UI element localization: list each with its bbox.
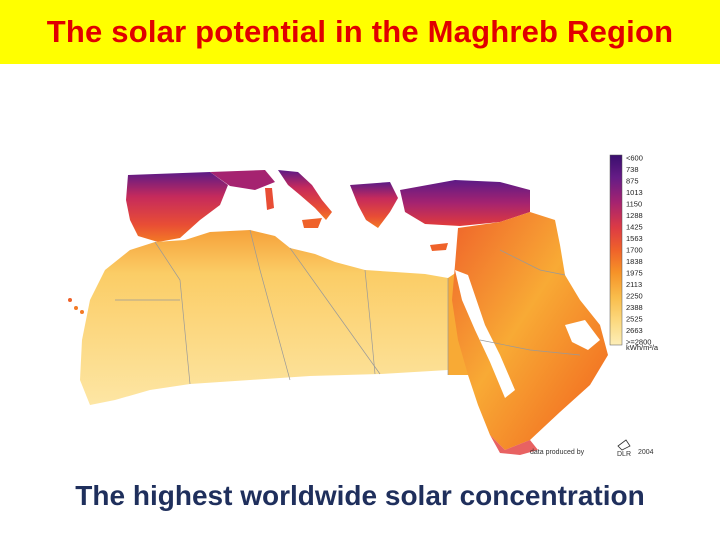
legend-label: 1563	[626, 234, 643, 243]
legend-label: 2663	[626, 326, 643, 335]
island-canary-1	[68, 298, 72, 302]
island-canary-3	[80, 310, 84, 314]
solar-map: <600 738 875 1013 1150 1288 1425 1563 1700 1838 19…	[60, 150, 660, 470]
legend-label: 1838	[626, 257, 643, 266]
slide-title: The solar potential in the Maghreb Regio…	[46, 14, 674, 49]
legend-label: 1013	[626, 188, 643, 197]
legend-label: 2113	[626, 280, 642, 289]
slide-subtitle: The highest worldwide solar concentratio…	[75, 480, 645, 511]
region-iberia	[126, 172, 228, 242]
legend: <600 738 875 1013 1150 1288 1425 1563 1700 1838 19…	[609, 154, 659, 352]
legend-label: 875	[626, 177, 639, 186]
credit-org: DLR	[617, 451, 631, 458]
legend-label: 2525	[626, 315, 643, 324]
region-greece	[350, 182, 398, 228]
region-france-south	[210, 170, 275, 190]
region-red-sea-coast	[490, 435, 538, 455]
region-north-africa	[80, 230, 448, 405]
dlr-logo-icon	[617, 439, 631, 451]
region-cyprus	[430, 243, 448, 251]
region-sardinia	[265, 188, 274, 210]
map-credit: data produced by DLR 2004	[530, 439, 654, 458]
region-sicily	[302, 218, 322, 228]
legend-unit: kWh/m²/a	[626, 343, 659, 352]
legend-labels: <600 738 875 1013 1150 1288 1425 1563 1700 1838 19…	[626, 154, 651, 347]
credit-text: data produced by	[530, 449, 585, 456]
legend-label: 1288	[626, 211, 643, 220]
region-italy	[278, 170, 332, 220]
legend-label: <600	[626, 154, 643, 163]
red-sea	[455, 270, 515, 398]
legend-label: 1700	[626, 246, 643, 255]
solar-irradiation-map: <600 738 875 1013 1150 1288 1425 1563 1700 1838 19…	[68, 154, 659, 458]
legend-label: 1975	[626, 269, 643, 278]
credit-year: 2004	[638, 449, 654, 456]
region-arabia	[452, 212, 608, 450]
legend-label: >=2800	[626, 338, 651, 347]
persian-gulf	[565, 320, 600, 350]
island-canary-2	[74, 306, 78, 310]
country-borders	[115, 229, 581, 385]
legend-label: 1150	[626, 200, 642, 209]
legend-label: 2388	[626, 303, 643, 312]
title-banner: The solar potential in the Maghreb Regio…	[0, 0, 720, 64]
legend-label: 2250	[626, 292, 643, 301]
region-turkey	[400, 180, 530, 226]
legend-label: 1425	[626, 223, 643, 232]
legend-color-bar	[609, 154, 623, 346]
legend-label: 738	[626, 165, 639, 174]
